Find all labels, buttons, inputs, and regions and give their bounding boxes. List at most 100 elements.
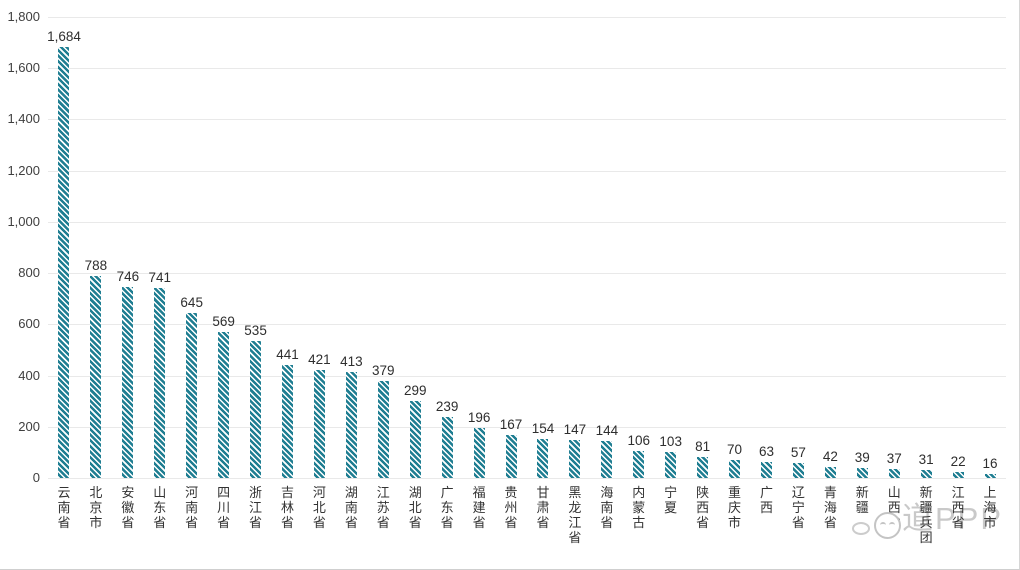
x-axis-category-label: 青海省 bbox=[823, 485, 837, 530]
gridline bbox=[48, 426, 1006, 428]
x-axis-category-label: 陕西省 bbox=[696, 485, 710, 530]
bar bbox=[729, 460, 741, 478]
bar-value-label: 788 bbox=[84, 258, 108, 274]
x-axis-category-label: 湖北省 bbox=[408, 485, 422, 530]
bar bbox=[792, 463, 804, 478]
x-axis-category-label: 湖南省 bbox=[344, 485, 358, 530]
bar bbox=[409, 401, 421, 478]
bar bbox=[984, 473, 996, 478]
bar-value-label: 746 bbox=[116, 268, 140, 284]
gridline bbox=[48, 221, 1006, 223]
gridline bbox=[48, 170, 1006, 172]
plot-area: 0 200 400 600 800 1,000 1,200 1,400 1,600 1,800 1,… bbox=[7, 9, 1006, 545]
x-axis-category-label: 河南省 bbox=[185, 485, 199, 530]
bar bbox=[569, 440, 581, 478]
bar-value-label: 37 bbox=[886, 450, 902, 466]
y-axis-tick-label: 400 bbox=[18, 367, 40, 383]
bar bbox=[313, 370, 325, 478]
bar-value-label: 106 bbox=[627, 432, 651, 448]
bar bbox=[537, 438, 549, 478]
bar bbox=[345, 372, 357, 478]
bar-value-label: 103 bbox=[659, 433, 682, 449]
bar bbox=[377, 380, 389, 478]
smiley-face-icon bbox=[874, 512, 901, 539]
bar-value-label: 154 bbox=[531, 420, 555, 436]
x-axis-category-label: 海南省 bbox=[600, 485, 614, 530]
bar bbox=[505, 435, 517, 478]
bar bbox=[473, 427, 485, 478]
bar bbox=[282, 365, 293, 478]
bar bbox=[58, 46, 70, 478]
gridline bbox=[48, 273, 1006, 275]
bar-value-label: 81 bbox=[695, 439, 711, 455]
bar-value-label: 535 bbox=[244, 322, 267, 338]
y-axis-tick-label: 1,400 bbox=[7, 111, 40, 127]
bar bbox=[186, 312, 198, 478]
x-axis-category-label: 黑龙江省 bbox=[568, 485, 582, 545]
speech-bubble-icon bbox=[852, 522, 870, 535]
x-axis-category-label: 宁夏 bbox=[664, 485, 678, 515]
y-axis-tick-label: 1,200 bbox=[7, 162, 40, 178]
x-axis-category-label: 新疆 bbox=[855, 485, 869, 515]
bar bbox=[920, 470, 932, 478]
gridline bbox=[48, 375, 1006, 377]
bar-value-label: 57 bbox=[790, 445, 806, 461]
y-axis-tick-label: 1,800 bbox=[7, 9, 40, 24]
bar bbox=[250, 340, 262, 478]
bar-value-label: 70 bbox=[727, 442, 743, 458]
x-axis-category-label: 吉林省 bbox=[280, 485, 294, 530]
y-axis-tick-label: 600 bbox=[18, 316, 40, 332]
gridline bbox=[48, 478, 1006, 479]
bar bbox=[441, 416, 453, 478]
y-axis-tick-label: 1,600 bbox=[7, 60, 40, 76]
bar bbox=[90, 276, 102, 478]
bar-value-label: 1,684 bbox=[47, 28, 81, 44]
bar-value-label: 421 bbox=[308, 352, 331, 368]
bar bbox=[665, 451, 677, 478]
face-eye-right bbox=[889, 522, 895, 528]
x-axis-category-label: 广西 bbox=[759, 485, 773, 515]
x-axis-category-label: 新疆兵团 bbox=[919, 485, 933, 545]
bar-value-label: 239 bbox=[435, 398, 459, 414]
quote-marks-icon: “ bbox=[862, 502, 866, 516]
bar bbox=[697, 457, 709, 478]
x-axis-category-label: 贵州省 bbox=[504, 485, 518, 530]
bar-value-label: 63 bbox=[758, 443, 775, 459]
x-axis-category-label: 辽宁省 bbox=[791, 485, 805, 530]
bar bbox=[601, 441, 613, 478]
bar bbox=[824, 467, 836, 478]
bar-value-label: 147 bbox=[563, 422, 587, 438]
bar-value-label: 144 bbox=[595, 423, 619, 439]
bar-value-label: 196 bbox=[467, 409, 491, 425]
x-axis-category-label: 云南省 bbox=[57, 485, 71, 530]
bar bbox=[122, 286, 134, 478]
x-axis-category-label: 四川省 bbox=[217, 485, 231, 530]
gridline bbox=[48, 324, 1006, 326]
bar bbox=[952, 472, 964, 478]
x-axis-category-label: 河北省 bbox=[312, 485, 326, 530]
bar-value-label: 42 bbox=[822, 449, 838, 465]
x-axis-category-label: 上海市 bbox=[983, 485, 997, 530]
face-eye-left bbox=[880, 522, 886, 528]
bar bbox=[633, 450, 645, 478]
y-axis-tick-label: 200 bbox=[18, 418, 40, 434]
watermark-text: 道PPP bbox=[902, 501, 1004, 536]
bar-value-label: 22 bbox=[950, 454, 966, 470]
x-axis-category-label: 福建省 bbox=[472, 485, 486, 530]
x-axis-category-label: 浙江省 bbox=[249, 485, 263, 530]
x-axis-category-label: 北京市 bbox=[89, 485, 103, 530]
watermark: 道PPP “ bbox=[836, 500, 1019, 562]
y-axis-tick-label: 800 bbox=[18, 265, 40, 281]
y-axis-tick-label: 1,000 bbox=[7, 213, 40, 229]
bar-value-label: 379 bbox=[372, 362, 395, 378]
x-axis-category-label: 江西省 bbox=[951, 485, 965, 530]
bar-value-label: 645 bbox=[180, 294, 203, 310]
bar bbox=[154, 288, 166, 478]
x-axis-category-label: 甘肃省 bbox=[536, 485, 550, 530]
bar-value-label: 31 bbox=[918, 452, 934, 468]
bar-value-label: 39 bbox=[854, 450, 870, 465]
bar-value-label: 441 bbox=[276, 347, 299, 363]
bar-value-label: 741 bbox=[148, 270, 172, 286]
gridline bbox=[48, 68, 1006, 70]
